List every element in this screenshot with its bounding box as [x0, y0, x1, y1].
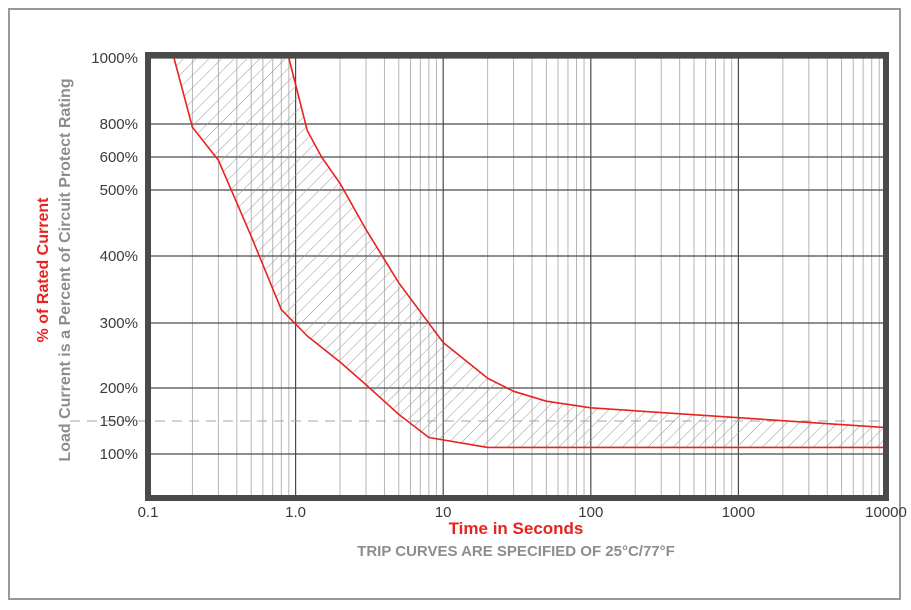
y-tick-label: 150% — [100, 413, 138, 430]
y-axis-secondary-label: Load Current is a Percent of Circuit Pro… — [57, 78, 74, 461]
temperature-note: TRIP CURVES ARE SPECIFIED OF 25°C/77°F — [357, 543, 675, 560]
upper-trip-curve — [288, 57, 886, 429]
y-tick-labels: 1000% 800% 600% 500% 400% 300% 200% 150% 100% — [91, 50, 138, 463]
y-tick-label: 800% — [100, 116, 138, 133]
tolerance-band — [173, 58, 886, 448]
x-tick-label: 100 — [578, 504, 603, 521]
x-tick-labels: 0.1 1.0 10 100 1000 10000 — [138, 504, 907, 521]
plot-border — [145, 52, 889, 501]
x-tick-label: 1.0 — [285, 504, 306, 521]
x-tick-label: 0.1 — [138, 504, 159, 521]
y-tick-label: 300% — [100, 315, 138, 332]
chart-frame — [8, 8, 901, 600]
trip-curves — [173, 57, 886, 449]
lower-trip-curve — [173, 57, 886, 449]
x-tick-label: 10 — [435, 504, 452, 521]
hatched-band — [173, 58, 886, 448]
x-tick-label: 10000 — [865, 504, 907, 521]
y-tick-label: 500% — [100, 182, 138, 199]
y-axis-label: % of Rated Current — [35, 197, 52, 343]
y-tick-label: 1000% — [91, 50, 138, 67]
x-tick-label: 1000 — [722, 504, 755, 521]
y-tick-label: 400% — [100, 248, 138, 265]
y-tick-label: 200% — [100, 380, 138, 397]
y-tick-label: 600% — [100, 149, 138, 166]
y-tick-label: 100% — [100, 446, 138, 463]
x-axis-label: Time in Seconds — [449, 519, 584, 538]
